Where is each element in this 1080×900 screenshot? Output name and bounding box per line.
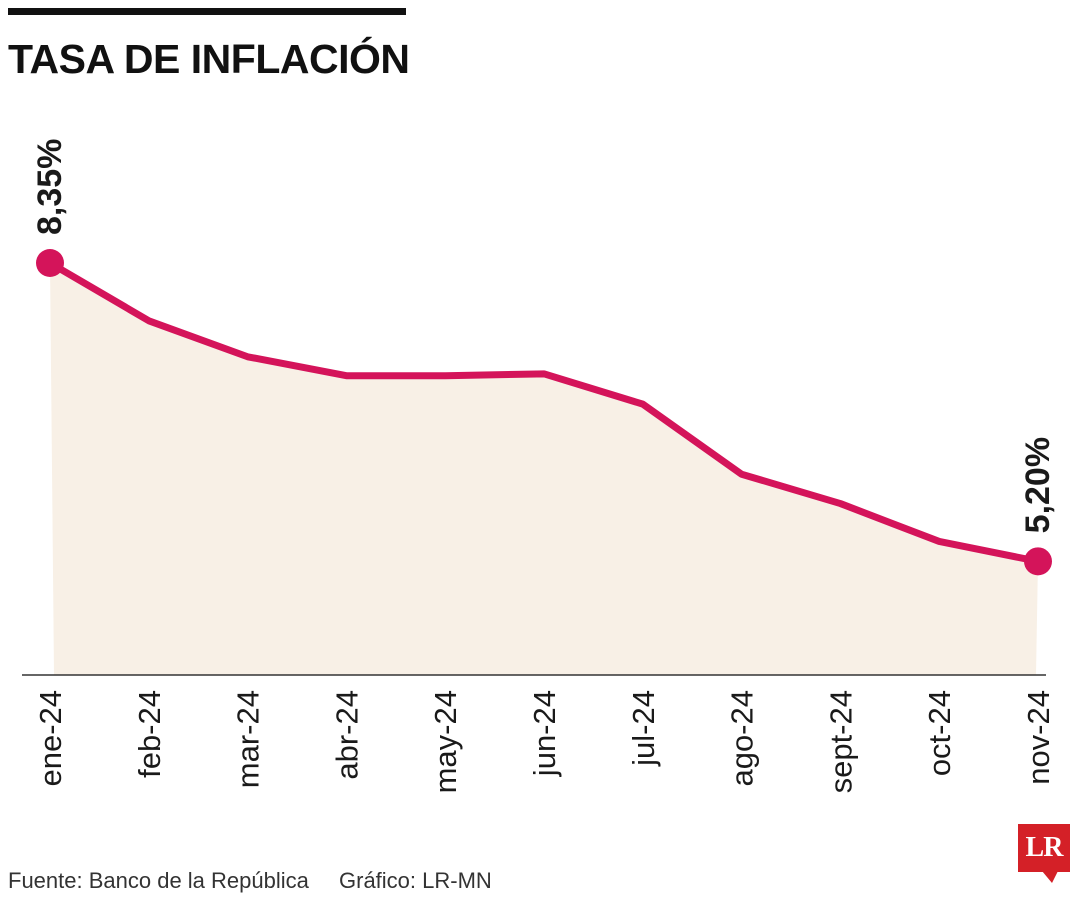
chart-title: TASA DE INFLACIÓN [8, 36, 410, 82]
x-tick-label: oct-24 [922, 690, 957, 776]
credit-note: Gráfico: LR-MN [339, 868, 492, 893]
lr-logo: LR [1018, 824, 1070, 883]
lr-logo-text: LR [1025, 832, 1064, 863]
x-tick-label: ene-24 [33, 690, 68, 787]
series-line [46, 259, 1042, 565]
x-tick-label: sept-24 [823, 690, 858, 793]
data-point [1024, 547, 1052, 576]
x-tick-label: ago-24 [725, 690, 760, 787]
data-label: 5,20% [1019, 437, 1057, 533]
x-tick-label: jun-24 [527, 690, 562, 777]
x-tick-label: feb-24 [132, 690, 167, 778]
inflation-chart: 8,35% 5,20% ene-24 feb-24 mar-24 abr-24 may-24… [22, 139, 1057, 793]
x-tick-label: nov-24 [1021, 690, 1056, 785]
source-note: Fuente: Banco de la República [8, 868, 309, 893]
footer: Fuente: Banco de la República Gráfico: L… [8, 868, 492, 894]
x-tick-label: jul-24 [626, 690, 661, 767]
x-tick-label: abr-24 [329, 690, 364, 780]
data-point [36, 249, 64, 277]
x-tick-label: mar-24 [231, 690, 266, 788]
data-label: 8,35% [31, 139, 69, 235]
x-tick-label: may-24 [428, 690, 463, 793]
area-fill [50, 263, 1038, 675]
title-rule [8, 8, 406, 15]
